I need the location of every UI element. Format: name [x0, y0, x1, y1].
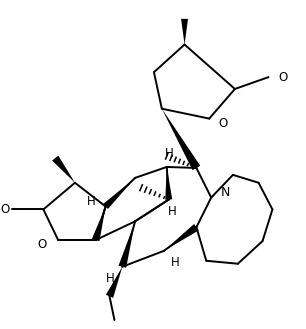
Text: H: H — [106, 272, 115, 285]
Text: O: O — [218, 117, 227, 130]
Polygon shape — [118, 221, 135, 268]
Polygon shape — [165, 167, 172, 200]
Polygon shape — [162, 109, 200, 170]
Polygon shape — [52, 156, 75, 183]
Text: H: H — [165, 147, 174, 160]
Polygon shape — [181, 19, 188, 44]
Polygon shape — [103, 178, 135, 209]
Text: H: H — [171, 256, 180, 269]
Text: H: H — [168, 205, 177, 218]
Text: O: O — [278, 71, 288, 84]
Polygon shape — [106, 267, 122, 298]
Text: N: N — [221, 186, 230, 199]
Text: H: H — [88, 195, 96, 208]
Text: O: O — [1, 203, 10, 216]
Text: O: O — [37, 239, 46, 251]
Polygon shape — [92, 207, 106, 241]
Polygon shape — [164, 224, 199, 251]
